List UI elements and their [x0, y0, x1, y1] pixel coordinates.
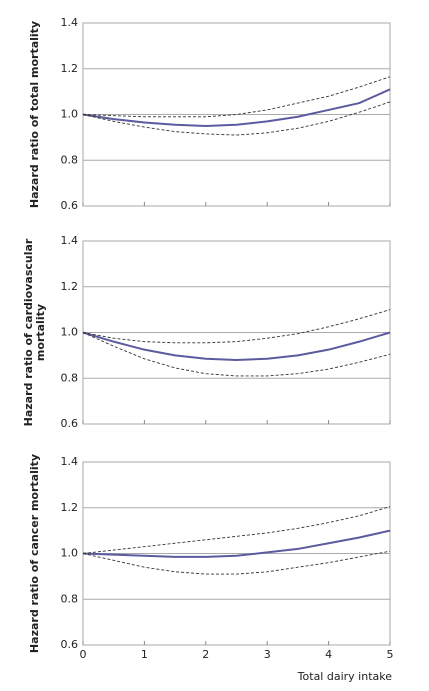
x-tick-label: 4: [325, 648, 332, 661]
x-tick-label: 1: [141, 648, 148, 661]
y-tick-label: 0.8: [61, 592, 79, 605]
y-axis-label: Hazard ratio of cancer mortality: [28, 454, 41, 653]
x-axis-label: Total dairy intake: [297, 670, 393, 683]
y-tick-label: 1.2: [61, 62, 79, 75]
x-tick-label: 0: [80, 648, 87, 661]
x-tick-label: 3: [264, 648, 271, 661]
y-axis-label: Hazard ratio of total mortality: [28, 21, 41, 208]
y-tick-label: 0.6: [61, 417, 79, 430]
y-tick-label: 1.2: [61, 501, 79, 514]
y-tick-label: 1.2: [61, 280, 79, 293]
y-tick-label: 1.4: [61, 234, 79, 247]
ci-line: [82, 332, 391, 377]
y-tick-label: 0.6: [61, 199, 79, 212]
hr-line: [82, 331, 391, 361]
y-tick-label: 1.4: [61, 455, 79, 468]
x-tick-label: 5: [387, 648, 394, 661]
ci-line: [82, 506, 391, 554]
hr-line: [82, 88, 391, 127]
y-tick-label: 0.6: [61, 638, 79, 651]
y-tick-label: 1.0: [61, 326, 79, 339]
y-tick-label: 1.0: [61, 547, 79, 560]
y-tick-label: 0.8: [61, 153, 79, 166]
ci-line: [82, 101, 391, 136]
x-tick-label: 2: [202, 648, 209, 661]
y-axis-label: Hazard ratio of cardiovascular: [22, 238, 35, 426]
y-tick-label: 1.0: [61, 108, 79, 121]
hr-line: [82, 529, 391, 558]
y-tick-label: 0.8: [61, 371, 79, 384]
y-tick-label: 1.4: [61, 16, 79, 29]
ci-line: [82, 76, 391, 118]
ci-line: [82, 550, 391, 575]
ci-line: [82, 309, 391, 344]
y-axis-label: mortality: [34, 304, 47, 361]
